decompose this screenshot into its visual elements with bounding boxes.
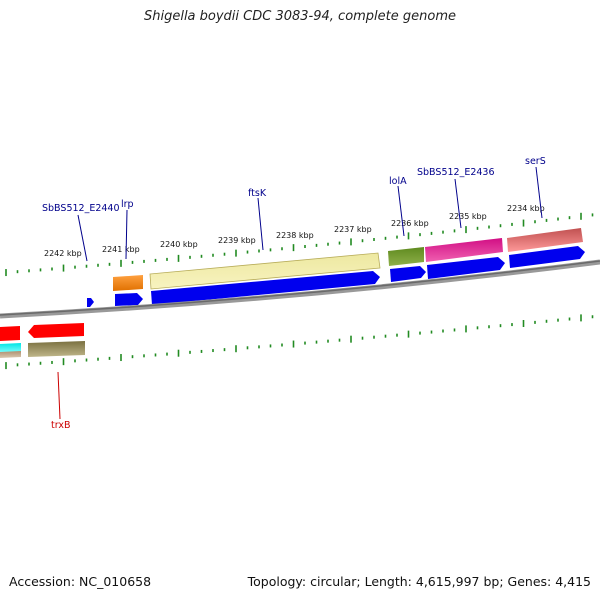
kbp-label-2240: 2240 kbp — [160, 240, 198, 249]
gene-trxb-feature[interactable] — [28, 341, 85, 357]
cds-arrow-1[interactable] — [87, 298, 94, 307]
leader-trxb — [57, 371, 61, 420]
gene-sers-feature[interactable] — [507, 228, 583, 252]
kbp-label-2235: 2235 kbp — [449, 212, 487, 221]
gene-label-sbbs512-e2440[interactable]: SbBS512_E2440 — [42, 203, 120, 214]
gene-ftsk-feature[interactable] — [149, 252, 381, 290]
cds-arrow-lrp[interactable] — [115, 293, 143, 306]
gene-left-cyan-feature[interactable] — [0, 343, 21, 353]
kbp-label-2237: 2237 kbp — [334, 225, 372, 234]
cds-arrow-sers[interactable] — [509, 246, 585, 268]
genome-backbone — [0, 259, 600, 319]
gene-label-sbbs512-e2436[interactable]: SbBS512_E2436 — [417, 167, 495, 178]
gene-label-sers[interactable]: serS — [525, 156, 546, 167]
leader-sbbs512-e2440 — [77, 214, 88, 262]
genome-stats-text: Topology: circular; Length: 4,615,997 bp… — [247, 574, 591, 589]
kbp-label-2242: 2242 kbp — [44, 249, 82, 258]
cds-arrow-ftsk[interactable] — [151, 271, 380, 305]
leader-lola — [397, 185, 405, 237]
gene-label-lola[interactable]: lolA — [389, 176, 407, 187]
cds-arrow-left-red[interactable] — [0, 326, 20, 341]
kbp-label-2236: 2236 kbp — [391, 219, 429, 228]
kbp-label-2238: 2238 kbp — [276, 231, 314, 240]
gene-label-ftsk[interactable]: ftsK — [248, 188, 267, 199]
gene-lola-feature[interactable] — [388, 247, 424, 266]
outer-tick-ring — [5, 212, 594, 277]
gene-left-grey-feature[interactable] — [0, 351, 21, 358]
inner-tick-ring — [5, 314, 594, 370]
leader-sers — [535, 166, 543, 219]
map-title: Shigella boydii CDC 3083-94, complete ge… — [143, 9, 457, 24]
leader-ftsk — [257, 197, 264, 251]
gene-label-lrp[interactable]: lrp — [121, 199, 134, 210]
cds-arrow-trxb[interactable] — [28, 323, 84, 338]
leader-lrp — [125, 209, 128, 260]
cds-arrow-lola[interactable] — [390, 266, 426, 282]
accession-text: Accession: NC_010658 — [9, 574, 152, 589]
kbp-label-2234: 2234 kbp — [507, 204, 545, 213]
gene-sbbs512-e2436-feature[interactable] — [425, 238, 503, 262]
gene-label-trxb[interactable]: trxB — [51, 420, 71, 431]
kbp-label-2241: 2241 kbp — [102, 245, 140, 254]
kbp-label-2239: 2239 kbp — [218, 236, 256, 245]
gene-lrp-feature[interactable] — [113, 275, 143, 291]
cds-arrow-sbbs512-e2436[interactable] — [427, 257, 505, 279]
leader-sbbs512-e2436 — [454, 178, 462, 229]
